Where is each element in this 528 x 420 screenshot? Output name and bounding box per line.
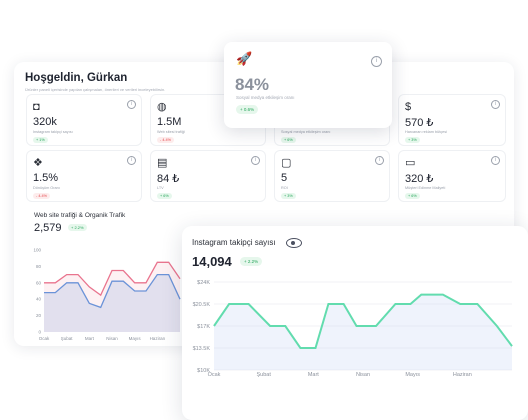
tile-label: LTV	[157, 186, 164, 190]
tile-change: + 3%	[281, 193, 296, 199]
x-tick-label: Şubat	[61, 336, 74, 341]
tile-change: + 6%	[281, 137, 296, 143]
series-area	[44, 262, 180, 332]
eye-icon[interactable]	[286, 238, 302, 248]
instagram-followers-card: Instagram takipçi sayısı 14,094 + 2.2% $…	[182, 226, 528, 420]
x-tick-label: Nisan	[106, 336, 118, 341]
tile-change: - 4.4%	[33, 193, 50, 199]
info-icon[interactable]: i	[375, 156, 384, 165]
chart-value: 2,579	[34, 222, 62, 234]
series-line	[213, 293, 513, 349]
series-line	[44, 273, 181, 309]
y-tick-label: $13.5K	[193, 346, 211, 352]
tile-value: 320 ₺	[405, 173, 434, 185]
x-tick-label: Haziran	[150, 336, 166, 341]
series-area	[44, 274, 180, 332]
roi-icon: ▢	[281, 157, 292, 169]
tile-roi[interactable]: ▢ i 5 ROI + 3%	[274, 150, 390, 202]
chart-title: Instagram takipçi sayısı	[192, 238, 276, 247]
engagement-change: + 0.6%	[236, 105, 259, 114]
y-tick-label: 60	[36, 280, 42, 285]
info-icon[interactable]: i	[491, 156, 500, 165]
instagram-icon: ◘	[33, 101, 40, 113]
globe-icon: ◍	[157, 101, 167, 113]
chart-change: + 2.2%	[240, 257, 263, 266]
tile-change: + 6%	[157, 193, 172, 199]
tile-label: Instagram takipçi sayısı	[33, 130, 73, 134]
x-tick-label: Nisan	[356, 372, 370, 378]
info-icon[interactable]: i	[127, 100, 136, 109]
tile-label: Müşteri Edinme Maliyeti	[405, 186, 446, 190]
chart-change: + 2.2%	[68, 224, 87, 231]
tile-value: 1.5M	[157, 116, 182, 128]
tile-label: ROI	[281, 186, 288, 190]
x-tick-label: Mart	[308, 372, 319, 378]
tile-value: 84 ₺	[157, 173, 180, 185]
tile-ad-budget[interactable]: $ i 570 ₺ Harcanan reklam bütçesi + 3%	[398, 94, 506, 146]
tile-ltv[interactable]: ▤ i 84 ₺ LTV + 6%	[150, 150, 266, 202]
series-line	[44, 261, 181, 297]
tile-label: Dönüşüm Oranı	[33, 186, 60, 190]
tile-value: 570 ₺	[405, 117, 434, 129]
engagement-value: 84%	[235, 75, 270, 94]
info-icon[interactable]: i	[251, 156, 260, 165]
tile-change: + 1%	[33, 137, 48, 143]
tile-value: 5	[281, 172, 288, 184]
web-traffic-chart: Web site trafiği & Organik Trafik 2,579 …	[26, 204, 206, 344]
info-icon[interactable]: i	[371, 56, 382, 67]
y-tick-label: 0	[38, 330, 41, 335]
tile-label: Harcanan reklam bütçesi	[405, 130, 447, 134]
tile-value: 1.5%	[33, 172, 59, 184]
ltv-icon: ▤	[157, 157, 168, 169]
engagement-label: Sosyal medya etkileşim oranı	[236, 95, 295, 100]
tile-change: - 4.4%	[157, 137, 174, 143]
x-tick-label: Ocak	[39, 336, 50, 341]
y-tick-label: $17K	[197, 324, 210, 330]
greeting-title: Hoşgeldin, Gürkan	[25, 72, 128, 84]
x-tick-label: Mart	[85, 336, 95, 341]
y-tick-label: 80	[36, 264, 42, 269]
y-tick-label: 40	[36, 297, 42, 302]
x-tick-label: Ocak	[208, 372, 221, 378]
y-tick-label: 100	[33, 248, 41, 253]
tile-conversion[interactable]: ❖ i 1.5% Dönüşüm Oranı - 4.4%	[26, 150, 142, 202]
series-area	[214, 294, 512, 370]
tile-instagram[interactable]: ◘ i 320k Instagram takipçi sayısı + 1%	[26, 94, 142, 146]
x-tick-label: Mayıs	[129, 336, 142, 341]
greeting-subtitle: Ürünler paneli içerisinde yapılan çalışm…	[25, 87, 166, 92]
tile-cac[interactable]: ▭ i 320 ₺ Müşteri Edinme Maliyeti + 6%	[398, 150, 506, 202]
tile-label: Web sitesi trafiği	[157, 130, 185, 134]
y-tick-label: 20	[36, 313, 42, 318]
tile-change: + 6%	[405, 193, 420, 199]
card-icon: ▭	[405, 157, 416, 169]
chart-title: Web site trafiği & Organik Trafik	[34, 212, 126, 219]
x-tick-label: Mayıs	[405, 372, 420, 378]
tile-label: Sosyal medya etkileşim oranı	[281, 130, 331, 134]
info-icon[interactable]: i	[127, 156, 136, 165]
dollar-icon: $	[405, 101, 412, 113]
engagement-card[interactable]: 🚀 i 84% Sosyal medya etkileşim oranı + 0…	[224, 42, 392, 128]
x-tick-label: Şubat	[256, 372, 271, 378]
y-tick-label: $10K	[197, 368, 210, 374]
y-tick-label: $20.5K	[193, 302, 211, 308]
grid-icon: ❖	[33, 157, 43, 169]
web-traffic-plot: 0 20 40 60 80 100 Ocak Şubat Mart Nisan Mayıs Hazir…	[33, 248, 181, 341]
rocket-icon: 🚀	[236, 51, 253, 66]
tile-value: 320k	[33, 116, 57, 128]
tile-change: + 3%	[405, 137, 420, 143]
chart-value: 14,094	[192, 254, 232, 269]
y-tick-label: $24K	[197, 280, 210, 286]
x-tick-label: Haziran	[453, 372, 472, 378]
instagram-followers-plot: $10K $13.5K $17K $20.5K $24K Ocak Şubat Mart Nis…	[193, 280, 513, 378]
info-icon[interactable]: i	[491, 100, 500, 109]
